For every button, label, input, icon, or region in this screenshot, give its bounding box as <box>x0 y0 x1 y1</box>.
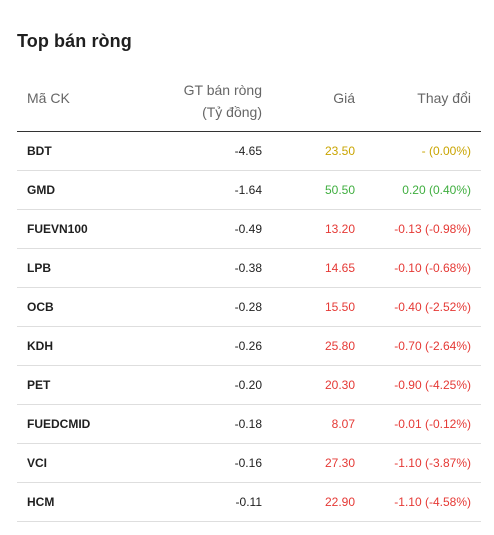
table-row[interactable]: HCM -0.11 22.90 -1.10 (-4.58%) <box>17 483 481 522</box>
table-row[interactable]: OCB -0.28 15.50 -0.40 (-2.52%) <box>17 288 481 327</box>
table-row[interactable]: LPB -0.38 14.65 -0.10 (-0.68%) <box>17 249 481 288</box>
price: 13.20 <box>324 222 355 236</box>
stock-code[interactable]: HCM <box>27 495 55 509</box>
table-row[interactable]: FUEDCMID -0.18 8.07 -0.01 (-0.12%) <box>17 405 481 444</box>
price: 27.30 <box>324 456 355 470</box>
net-sell-value: -0.18 <box>234 417 262 431</box>
price-change: -0.90 (-4.25%) <box>394 378 471 392</box>
net-sell-table: Mã CK GT bán ròng (Tỷ đồng) Giá Thay đổi… <box>17 70 481 522</box>
table-row[interactable]: VCI -0.16 27.30 -1.10 (-3.87%) <box>17 444 481 483</box>
price: 25.80 <box>324 339 355 353</box>
stock-code[interactable]: PET <box>27 378 51 392</box>
header-code[interactable]: Mã CK <box>27 90 70 106</box>
net-sell-value: -0.26 <box>234 339 262 353</box>
net-sell-value: -0.20 <box>234 378 262 392</box>
stock-code[interactable]: GMD <box>27 183 55 197</box>
price-change: -1.10 (-4.58%) <box>394 495 471 509</box>
price: 14.65 <box>324 261 355 275</box>
price-change: - (0.00%) <box>421 144 471 158</box>
header-price[interactable]: Giá <box>333 90 355 106</box>
table-header: Mã CK GT bán ròng (Tỷ đồng) Giá Thay đổi <box>17 70 481 132</box>
price-change: -0.40 (-2.52%) <box>394 300 471 314</box>
price: 22.90 <box>324 495 355 509</box>
net-sell-value: -0.11 <box>235 495 262 509</box>
net-sell-value: -1.64 <box>234 183 262 197</box>
header-net-sell-value[interactable]: GT bán ròng (Tỷ đồng) <box>184 79 262 123</box>
price: 15.50 <box>324 300 355 314</box>
price-change: -0.01 (-0.12%) <box>394 417 471 431</box>
net-sell-value: -0.49 <box>234 222 262 236</box>
net-sell-value: -0.16 <box>234 456 262 470</box>
table-row[interactable]: BDT -4.65 23.50 - (0.00%) <box>17 132 481 171</box>
stock-code[interactable]: FUEVN100 <box>27 222 88 236</box>
table-row[interactable]: PET -0.20 20.30 -0.90 (-4.25%) <box>17 366 481 405</box>
stock-code[interactable]: BDT <box>27 144 52 158</box>
price-change: -0.13 (-0.98%) <box>394 222 471 236</box>
table-body: BDT -4.65 23.50 - (0.00%) GMD -1.64 50.50 0.20 … <box>17 132 481 522</box>
stock-code[interactable]: LPB <box>27 261 51 275</box>
stock-code[interactable]: OCB <box>27 300 54 314</box>
stock-code[interactable]: FUEDCMID <box>27 417 91 431</box>
price-change: 0.20 (0.40%) <box>402 183 471 197</box>
panel-title: Top bán ròng <box>17 31 132 51</box>
stock-code[interactable]: VCI <box>27 456 48 470</box>
price: 8.07 <box>331 417 355 431</box>
table-row[interactable]: GMD -1.64 50.50 0.20 (0.40%) <box>17 171 481 210</box>
table-row[interactable]: FUEVN100 -0.49 13.20 -0.13 (-0.98%) <box>17 210 481 249</box>
price-change: -0.70 (-2.64%) <box>394 339 471 353</box>
stock-code[interactable]: KDH <box>27 339 53 353</box>
price-change: -0.10 (-0.68%) <box>394 261 471 275</box>
price: 20.30 <box>324 378 355 392</box>
header-value-line2: (Tỷ đồng) <box>202 104 262 120</box>
net-sell-value: -0.38 <box>234 261 262 275</box>
header-value-line1: GT bán ròng <box>183 82 262 98</box>
header-change[interactable]: Thay đổi <box>417 90 471 106</box>
table-row[interactable]: KDH -0.26 25.80 -0.70 (-2.64%) <box>17 327 481 366</box>
net-sell-value: -0.28 <box>234 300 262 314</box>
price: 50.50 <box>324 183 355 197</box>
price: 23.50 <box>324 144 355 158</box>
price-change: -1.10 (-3.87%) <box>394 456 471 470</box>
net-sell-value: -4.65 <box>234 144 262 158</box>
